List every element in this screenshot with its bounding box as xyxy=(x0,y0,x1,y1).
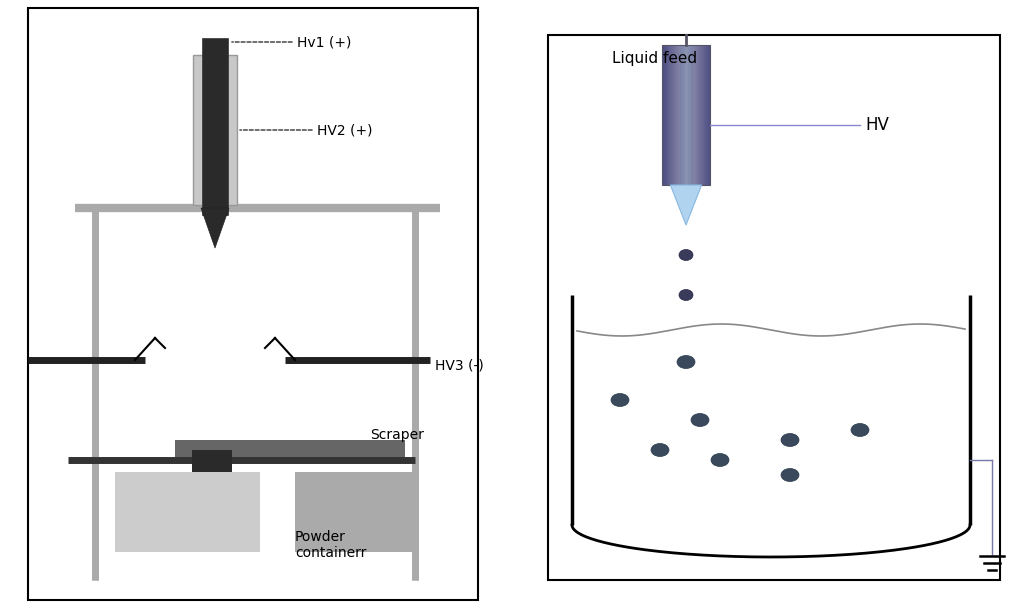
Bar xyxy=(698,45,699,185)
Text: HV3 (-): HV3 (-) xyxy=(435,358,483,372)
Bar xyxy=(202,38,228,215)
Bar xyxy=(548,35,1000,580)
Text: Hv1 (+): Hv1 (+) xyxy=(297,35,351,49)
Bar xyxy=(673,45,675,185)
Bar xyxy=(700,45,702,185)
Text: HV: HV xyxy=(865,116,889,134)
Bar xyxy=(682,45,684,185)
Bar xyxy=(709,45,711,185)
Bar xyxy=(688,45,690,185)
Bar xyxy=(175,440,406,462)
Bar xyxy=(664,45,665,185)
Bar xyxy=(668,45,670,185)
Ellipse shape xyxy=(851,424,869,437)
Bar xyxy=(708,45,710,185)
Bar xyxy=(662,45,664,185)
Ellipse shape xyxy=(651,444,669,456)
Ellipse shape xyxy=(679,249,693,261)
Bar xyxy=(28,8,478,600)
Text: Liquid feed: Liquid feed xyxy=(612,51,697,65)
Bar xyxy=(680,45,682,185)
Ellipse shape xyxy=(711,453,729,466)
Bar xyxy=(695,45,697,185)
Bar xyxy=(702,45,705,185)
Bar xyxy=(674,45,676,185)
Bar xyxy=(193,55,237,205)
Ellipse shape xyxy=(781,469,799,482)
Text: HV2 (+): HV2 (+) xyxy=(317,123,373,137)
Polygon shape xyxy=(671,185,701,225)
Bar xyxy=(115,472,260,552)
Ellipse shape xyxy=(691,413,709,426)
Bar xyxy=(670,45,671,185)
Bar xyxy=(699,45,700,185)
Bar xyxy=(696,45,698,185)
Bar xyxy=(665,45,666,185)
Bar xyxy=(687,45,689,185)
Ellipse shape xyxy=(679,290,693,301)
Ellipse shape xyxy=(611,394,629,407)
Bar xyxy=(681,45,683,185)
Text: Powder
containerr: Powder containerr xyxy=(295,530,367,560)
Bar xyxy=(701,45,703,185)
Bar xyxy=(666,45,668,185)
Bar xyxy=(675,45,677,185)
Bar xyxy=(692,45,693,185)
Text: Scraper: Scraper xyxy=(370,428,424,442)
Bar xyxy=(684,45,685,185)
Bar xyxy=(705,45,706,185)
Bar xyxy=(671,45,672,185)
Polygon shape xyxy=(201,208,229,248)
Bar xyxy=(685,45,686,185)
Bar xyxy=(667,45,669,185)
Bar xyxy=(686,45,688,185)
Bar xyxy=(295,472,415,552)
Bar xyxy=(693,45,695,185)
Bar xyxy=(694,45,696,185)
Ellipse shape xyxy=(781,434,799,447)
Bar xyxy=(691,45,692,185)
Bar xyxy=(672,45,674,185)
Bar xyxy=(677,45,678,185)
Bar xyxy=(662,45,710,185)
Ellipse shape xyxy=(677,355,695,368)
Bar xyxy=(193,450,232,472)
Bar xyxy=(678,45,679,185)
Bar xyxy=(689,45,691,185)
Bar xyxy=(679,45,681,185)
Bar xyxy=(706,45,707,185)
Bar xyxy=(707,45,709,185)
